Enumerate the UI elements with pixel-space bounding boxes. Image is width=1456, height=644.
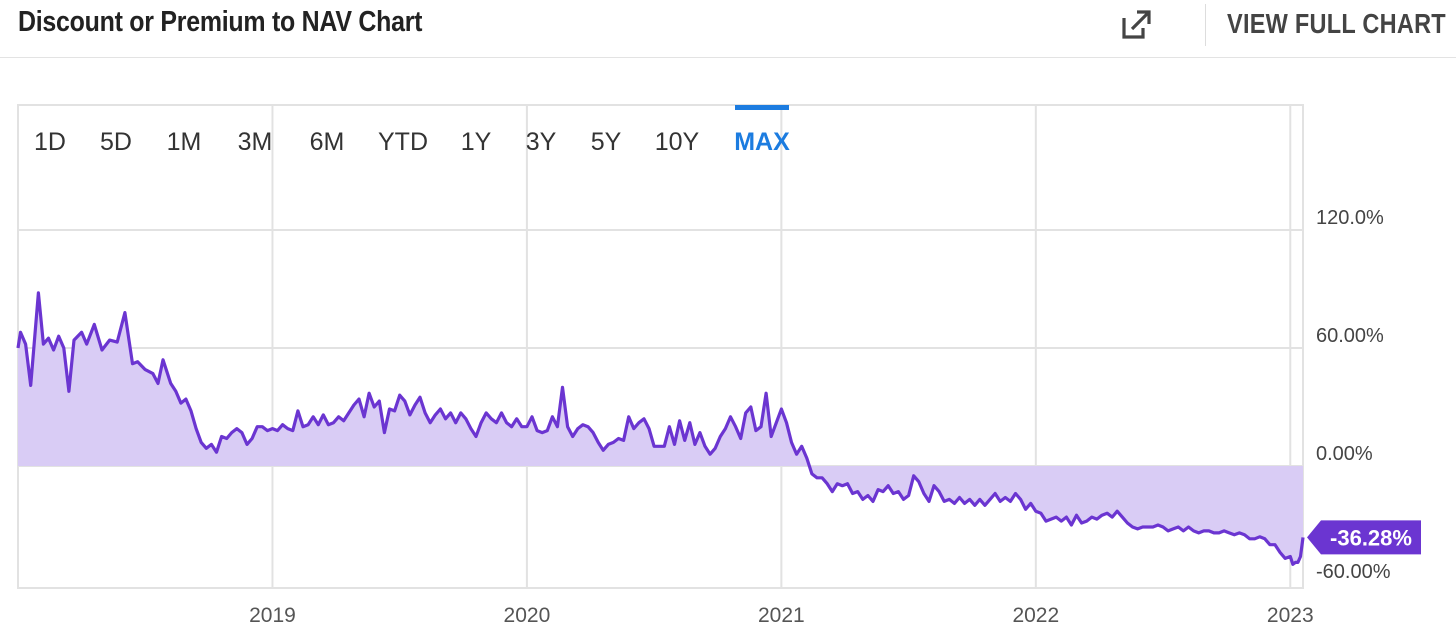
range-tab-1d[interactable]: 1D	[34, 128, 66, 156]
x-tick-label: 2023	[1267, 604, 1314, 627]
series-line	[16, 291, 1305, 566]
external-link-icon[interactable]	[1119, 8, 1153, 42]
area-fill	[18, 292, 1303, 565]
y-tick-label: 60.00%	[1316, 325, 1384, 347]
range-tab-5y[interactable]: 5Y	[591, 128, 622, 156]
range-tab-1m[interactable]: 1M	[167, 128, 202, 156]
last-value-badge: -36.28%	[1307, 520, 1421, 555]
x-tick-label: 2020	[504, 604, 551, 627]
range-tab-5d[interactable]: 5D	[100, 128, 132, 156]
chart-header: Discount or Premium to NAV Chart VIEW FU…	[0, 0, 1456, 58]
y-tick-label: -60.00%	[1316, 561, 1391, 583]
x-tick-label: 2022	[1012, 604, 1059, 627]
range-tab-10y[interactable]: 10Y	[655, 128, 700, 156]
range-tab-6m[interactable]: 6M	[310, 128, 345, 156]
last-value-label: -36.28%	[1330, 525, 1412, 550]
x-tick-label: 2021	[758, 604, 805, 627]
range-tab-3y[interactable]: 3Y	[526, 128, 557, 156]
chart-title: Discount or Premium to NAV Chart	[18, 6, 423, 38]
range-tab-1y[interactable]: 1Y	[461, 128, 492, 156]
y-tick-label: 120.0%	[1316, 207, 1384, 229]
range-tab-ytd[interactable]: YTD	[378, 128, 428, 156]
y-tick-label: 0.00%	[1316, 443, 1373, 465]
range-tab-max[interactable]: MAX	[734, 128, 790, 156]
axis-ticks: 120.0% 60.00% 0.00% -60.00% 2019 2020 2021 2022…	[249, 207, 1391, 627]
header-divider	[1205, 4, 1206, 46]
range-tabs: 1D 5D 1M 3M 6M YTD 1Y 3Y 5Y 10Y MAX	[34, 105, 790, 156]
last-value-flag	[1307, 520, 1421, 555]
range-tab-3m[interactable]: 3M	[238, 128, 273, 156]
x-tick-label: 2019	[249, 604, 296, 627]
view-full-chart-link[interactable]: VIEW FULL CHART	[1227, 8, 1446, 39]
active-tab-indicator	[735, 105, 789, 110]
